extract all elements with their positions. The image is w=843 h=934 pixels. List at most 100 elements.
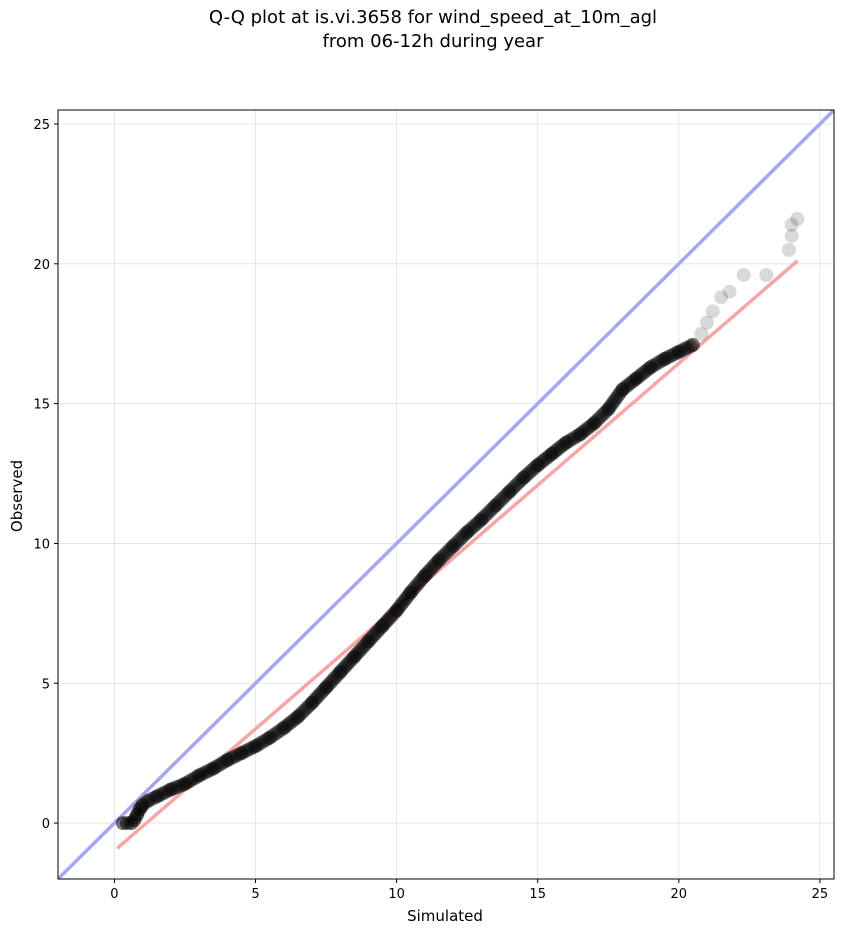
data-point <box>604 397 619 412</box>
y-tick-label: 5 <box>42 677 50 692</box>
data-point <box>308 691 323 706</box>
data-point <box>674 343 689 358</box>
grid-lines <box>58 110 834 879</box>
y-tick-label: 15 <box>33 398 50 413</box>
data-point <box>280 717 295 732</box>
data-point <box>705 304 720 319</box>
data-point <box>236 744 251 759</box>
data-point <box>392 599 407 614</box>
data-point <box>602 400 617 415</box>
x-tick-label: 15 <box>529 887 546 902</box>
data-point <box>561 434 576 449</box>
data-point <box>276 720 291 735</box>
data-point <box>166 781 181 796</box>
x-tick-label: 0 <box>110 887 118 902</box>
data-point <box>407 581 422 596</box>
data-point <box>405 583 420 598</box>
data-point <box>781 242 796 257</box>
data-point <box>619 379 634 394</box>
data-point <box>319 680 334 695</box>
data-point <box>587 416 602 431</box>
data-point <box>490 496 505 511</box>
data-point <box>423 562 438 577</box>
data-point <box>322 676 337 691</box>
data-point <box>448 537 463 552</box>
y-tick-label: 20 <box>33 258 50 273</box>
data-point <box>375 618 390 633</box>
data-point <box>294 705 309 720</box>
data-point <box>180 775 195 790</box>
data-point <box>262 730 277 745</box>
data-point <box>364 630 379 645</box>
data-point <box>292 707 307 722</box>
data-point <box>306 693 321 708</box>
data-point <box>192 768 207 783</box>
data-point <box>694 326 709 341</box>
data-point <box>361 634 376 649</box>
data-point <box>278 719 293 734</box>
data-point <box>446 539 461 554</box>
data-point <box>248 739 263 754</box>
data-point <box>784 217 799 232</box>
data-point <box>460 525 475 540</box>
data-point <box>336 661 351 676</box>
x-tick-label: 20 <box>671 887 688 902</box>
data-point <box>433 551 448 566</box>
data-point <box>478 508 493 523</box>
x-tick-label: 25 <box>812 887 829 902</box>
data-point <box>530 458 545 473</box>
data-point <box>320 678 335 693</box>
data-point <box>403 585 418 600</box>
data-point <box>264 729 279 744</box>
data-point <box>589 414 604 429</box>
data-point <box>488 498 503 513</box>
data-point <box>534 454 549 469</box>
data-point <box>759 267 774 282</box>
data-point <box>377 617 392 632</box>
data-point <box>234 746 249 761</box>
data-point <box>389 603 404 618</box>
data-point <box>601 402 616 417</box>
data-point <box>476 510 491 525</box>
data-point <box>349 647 364 662</box>
data-point <box>366 628 381 643</box>
data-point <box>208 760 223 775</box>
x-tick-label: 10 <box>388 887 405 902</box>
data-point <box>506 480 521 495</box>
data-point <box>615 382 630 397</box>
data-points <box>115 212 805 831</box>
data-point <box>338 659 353 674</box>
data-point <box>290 709 305 724</box>
data-point <box>502 484 517 499</box>
data-point <box>304 695 319 710</box>
data-point <box>152 788 167 803</box>
data-point <box>722 284 737 299</box>
data-point <box>462 523 477 538</box>
data-point <box>352 643 367 658</box>
chart-title-block: Q-Q plot at is.vi.3658 for wind_speed_at… <box>0 6 843 54</box>
data-point <box>714 290 729 305</box>
data-point <box>516 470 531 485</box>
data-point <box>784 228 799 243</box>
fit-line <box>116 259 799 850</box>
data-point <box>333 665 348 680</box>
data-point <box>149 789 164 804</box>
data-point <box>206 761 221 776</box>
data-point <box>607 393 622 408</box>
data-point <box>350 645 365 660</box>
plot-frame <box>57 109 835 880</box>
data-point <box>419 566 434 581</box>
data-point <box>450 535 465 550</box>
data-point <box>435 549 450 564</box>
data-point <box>194 767 209 782</box>
data-point <box>548 443 563 458</box>
data-point <box>605 395 620 410</box>
data-point <box>790 212 805 227</box>
data-point <box>671 344 686 359</box>
data-point <box>220 753 235 768</box>
chart-title: Q-Q plot at is.vi.3658 for wind_speed_at… <box>208 7 658 28</box>
data-point <box>577 424 592 439</box>
data-point <box>736 267 751 282</box>
data-point <box>504 482 519 497</box>
data-point <box>347 649 362 664</box>
